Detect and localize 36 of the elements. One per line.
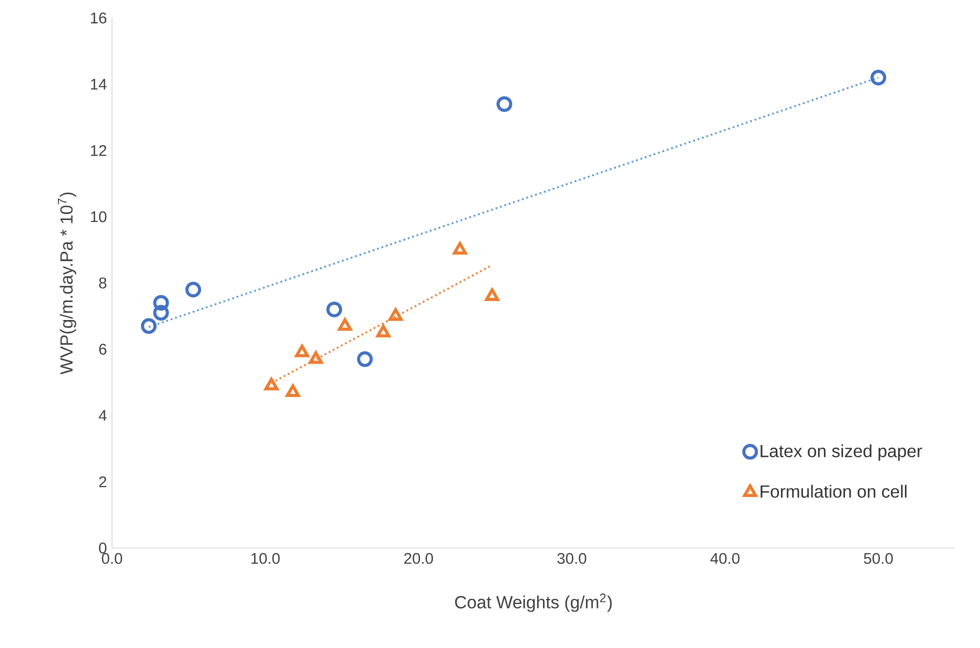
point [286, 384, 300, 398]
point [485, 288, 500, 301]
x-tick-label: 20.0 [404, 552, 433, 564]
point [376, 324, 390, 338]
point [153, 304, 169, 321]
point [140, 318, 157, 334]
point [357, 351, 373, 368]
x-tick-label: 10.0 [251, 552, 280, 564]
x-tick-label: 0.0 [102, 552, 122, 564]
y-tick-label: 16 [91, 12, 106, 24]
point [388, 308, 403, 321]
x-axis-title: Coat Weights (g/m$^{2}$) [455, 594, 612, 612]
point [496, 96, 512, 112]
legend-label: Latex on sized paper [760, 444, 922, 461]
y-tick-label: 12 [91, 145, 106, 156]
y-tick-label: 2 [99, 476, 106, 488]
point [153, 294, 169, 311]
y-tick-label: 10 [91, 211, 106, 222]
point [452, 242, 467, 255]
y-axis-title: WVP(g/m.day.Pa * 10$^{7}$) [58, 192, 76, 374]
point [264, 378, 278, 390]
point [870, 70, 886, 86]
x-tick-label: 30.0 [557, 552, 586, 564]
y-tick-label: 6 [99, 344, 106, 355]
x-tick-label: 50.0 [864, 552, 893, 564]
x-tick-label: 40.0 [710, 552, 740, 564]
point [338, 318, 352, 331]
point [308, 351, 323, 364]
y-tick-label: 8 [99, 278, 106, 288]
y-tick-label: 4 [98, 410, 107, 421]
point [326, 302, 342, 318]
point [185, 282, 202, 298]
y-tick-label: 0 [99, 542, 106, 554]
y-tick-label: 14 [91, 78, 107, 90]
point [295, 344, 310, 358]
legend-label: Formulation on cell [760, 484, 906, 498]
